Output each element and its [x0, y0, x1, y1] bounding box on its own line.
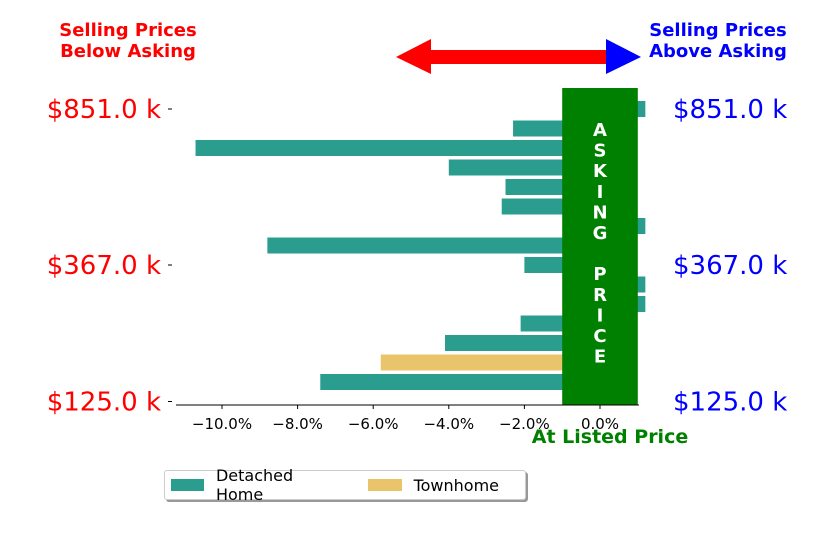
above-asking-line-2: Above Asking — [649, 41, 787, 62]
asking-band-letter-1: S — [594, 141, 607, 162]
above-asking-annotation: Selling Prices Above Asking — [618, 20, 818, 62]
x-tick-label-4: −2.0% — [499, 415, 550, 433]
legend-label-detached: Detached Home — [215, 466, 294, 504]
bar-townhome-13 — [380, 354, 600, 371]
legend-swatch-detached — [171, 479, 204, 491]
below-asking-line-2: Below Asking — [60, 41, 196, 62]
below-asking-line-1: Selling Prices — [59, 20, 197, 41]
y-label-left-0: $851.0 k — [47, 95, 161, 125]
y-label-right-1: $367.0 k — [673, 251, 787, 281]
legend-swatch-townhome — [367, 479, 402, 491]
y-label-right-2: $125.0 k — [673, 388, 787, 418]
y-label-right-0: $851.0 k — [673, 95, 787, 125]
asking-band-letter-2: K — [593, 161, 608, 182]
bar-detached-14 — [320, 374, 600, 390]
legend: Detached Home Townhome — [164, 466, 526, 504]
x-tick-label-2: −6.0% — [348, 415, 399, 433]
asking-band-letter-7: P — [593, 264, 606, 285]
asking-band-letter-4: N — [592, 202, 607, 223]
x-tick-label-1: −8.0% — [272, 415, 323, 433]
bar-detached-12 — [445, 335, 600, 351]
arrow-head-left — [396, 39, 431, 74]
asking-band-letter-9: I — [597, 305, 604, 326]
x-tick-label-3: −4.0% — [423, 415, 474, 433]
asking-band-letter-3: I — [597, 182, 604, 203]
asking-band-letter-0: A — [593, 120, 607, 141]
x-tick-label-5: 0.0% — [581, 415, 619, 433]
below-asking-annotation: Selling Prices Below Asking — [28, 20, 228, 62]
bar-detached-2 — [195, 140, 601, 156]
arrow-head-right — [606, 39, 641, 74]
legend-item-detached: Detached Home — [171, 466, 342, 504]
x-tick-label-0: −10.0% — [192, 415, 252, 433]
asking-band-letter-11: E — [594, 347, 606, 368]
above-asking-line-1: Selling Prices — [649, 20, 787, 41]
asking-price-band — [562, 88, 638, 405]
bar-detached-7 — [267, 237, 600, 254]
y-label-left-2: $125.0 k — [47, 388, 161, 418]
at-listed-price-label: At Listed Price — [531, 426, 689, 448]
asking-band-letter-5: G — [593, 223, 608, 244]
y-label-left-1: $367.0 k — [47, 251, 161, 281]
arrow-shaft — [430, 50, 610, 64]
legend-item-townhome: Townhome — [367, 475, 499, 495]
asking-band-letter-10: C — [593, 326, 606, 347]
asking-band-letter-8: R — [593, 285, 607, 306]
legend-label-townhome: Townhome — [413, 475, 499, 495]
